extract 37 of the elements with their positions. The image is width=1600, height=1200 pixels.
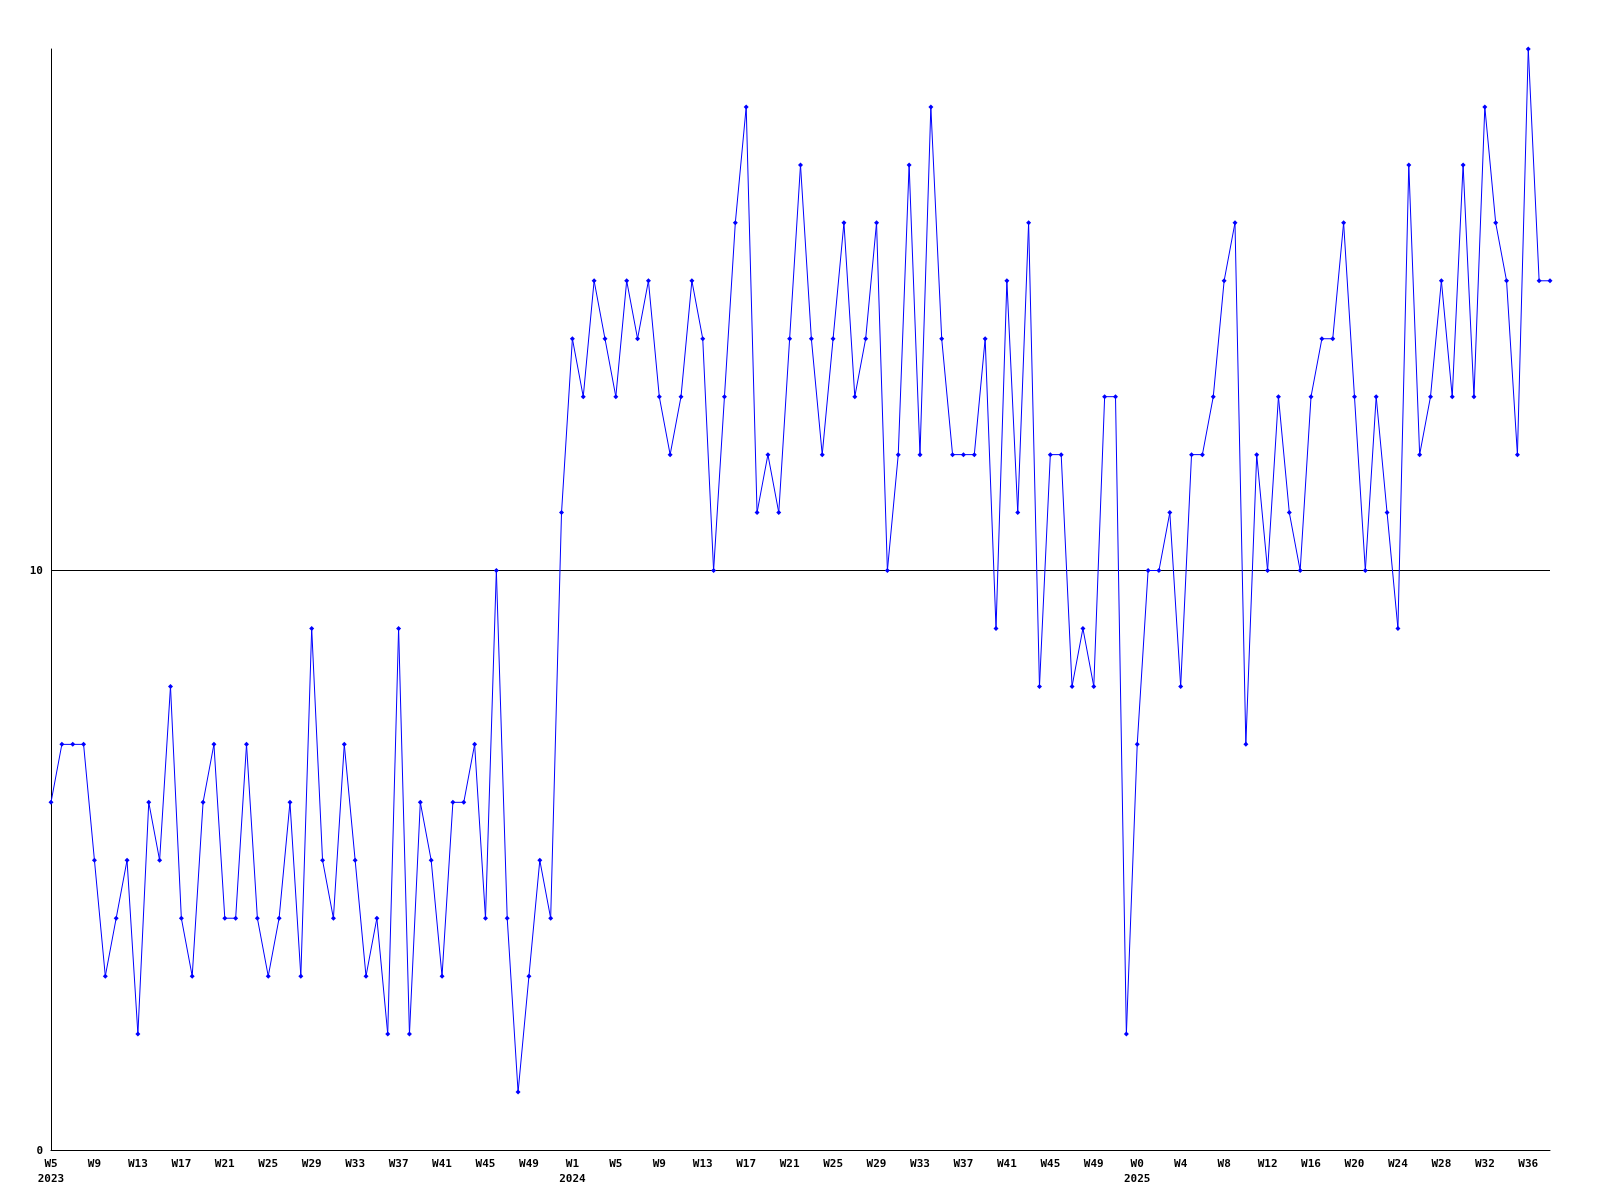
x-tick-label: W17 [171, 1157, 192, 1170]
x-tick-label: W0 2025 [1123, 1157, 1151, 1185]
x-tick-label: W45 [475, 1157, 496, 1170]
x-tick-label: W13 [692, 1157, 713, 1170]
x-tick-label: W4 [1174, 1157, 1188, 1170]
x-tick-label: W21 [779, 1157, 800, 1170]
x-tick-label: W25 [258, 1157, 279, 1170]
x-tick-label: W9 [87, 1157, 102, 1170]
x-tick-label: W29 [301, 1157, 322, 1170]
x-tick-label: W1 2024 [559, 1157, 587, 1185]
x-tick-label: W29 [866, 1157, 887, 1170]
x-tick-label: W36 [1518, 1157, 1539, 1170]
x-tick-label: W33 [345, 1157, 366, 1170]
x-tick-label: W21 [214, 1157, 236, 1170]
y-tick-label: 0 [36, 1143, 43, 1157]
x-tick-label: W24 [1387, 1157, 1409, 1170]
x-tick-label: W12 [1257, 1157, 1278, 1170]
x-tick-label: W33 [910, 1157, 930, 1170]
x-tick-label: W17 [736, 1157, 757, 1170]
x-tick-label: W5 [609, 1157, 623, 1170]
x-tick-label: W45 [1040, 1157, 1061, 1170]
x-tick-label: W5 2023 [37, 1157, 65, 1185]
x-tick-label: W41 [996, 1157, 1018, 1170]
x-tick-label: W32 [1474, 1157, 1495, 1170]
x-tick-label: W41 [432, 1157, 453, 1170]
x-tick-label: W20 [1344, 1157, 1365, 1170]
x-tick-label: W49 [519, 1157, 539, 1170]
x-tick-label: W8 [1217, 1157, 1231, 1170]
x-tick-label: W37 [388, 1157, 409, 1170]
y-tick-label: 10 [29, 564, 43, 578]
x-tick-label: W49 [1083, 1157, 1104, 1170]
x-tick-label: W13 [127, 1157, 148, 1170]
x-tick-label: W25 [823, 1157, 844, 1170]
x-tick-label: W28 [1431, 1157, 1452, 1170]
x-tick-label: W37 [953, 1157, 974, 1170]
x-tick-label: W16 [1301, 1157, 1322, 1170]
x-tick-label: W9 [652, 1157, 666, 1170]
